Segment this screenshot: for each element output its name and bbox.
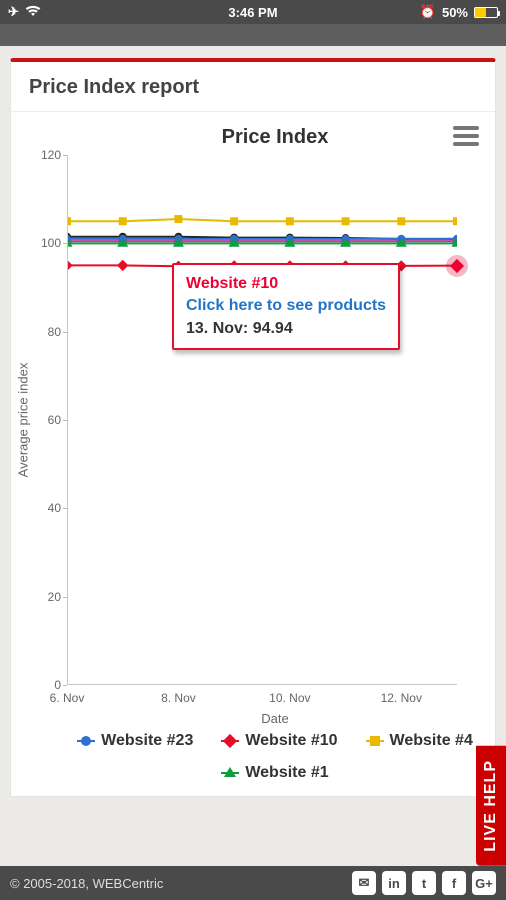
tooltip-products-link[interactable]: Click here to see products (186, 295, 386, 317)
chart-legend: Website #23 Website #10 Website #4 Website … (67, 726, 483, 782)
chart-title: Price Index (222, 126, 329, 149)
legend-label: Website #23 (101, 732, 193, 750)
y-tick (63, 508, 67, 509)
legend-item[interactable]: Website #4 (366, 732, 473, 750)
page-title: Price Index report (11, 62, 495, 112)
y-axis-title: Average price index (16, 363, 31, 478)
y-axis-line (67, 155, 68, 685)
y-tick-label: 40 (31, 501, 61, 515)
y-tick (63, 332, 67, 333)
ios-status-bar: ✈︎ 3:46 PM ⏰ 50% (0, 0, 506, 24)
battery-icon (474, 7, 498, 18)
linkedin-icon[interactable]: in (382, 871, 406, 895)
chart-hover-marker (446, 255, 468, 277)
email-icon[interactable]: ✉ (352, 871, 376, 895)
site-footer: © 2005-2018, WEBCentric ✉intfG+ (0, 866, 506, 900)
alarm-icon: ⏰ (420, 4, 436, 20)
y-tick-label: 120 (31, 148, 61, 162)
y-tick-label: 80 (31, 325, 61, 339)
x-tick-label: 12. Nov (381, 691, 422, 705)
x-axis-line (67, 684, 457, 685)
twitter-icon[interactable]: t (412, 871, 436, 895)
battery-percentage: 50% (442, 5, 468, 20)
y-tick-label: 0 (31, 678, 61, 692)
y-tick (63, 420, 67, 421)
googleplus-icon[interactable]: G+ (472, 871, 496, 895)
chart-container: Price Index Average price index Website … (11, 112, 495, 786)
legend-label: Website #10 (245, 732, 337, 750)
footer-copyright: © 2005-2018, WEBCentric (10, 876, 163, 891)
chart-plot-area[interactable]: Average price index Website #10 Click he… (67, 155, 457, 685)
x-axis-title: Date (67, 711, 483, 726)
legend-label: Website #1 (245, 764, 328, 782)
chart-series-svg (67, 155, 457, 685)
browser-nav-strip (0, 24, 506, 46)
legend-swatch (221, 772, 239, 774)
y-tick-label: 20 (31, 590, 61, 604)
y-tick-label: 60 (31, 413, 61, 427)
chart-tooltip[interactable]: Website #10 Click here to see products 1… (172, 263, 400, 350)
legend-swatch (221, 740, 239, 742)
facebook-icon[interactable]: f (442, 871, 466, 895)
x-tick-label: 10. Nov (269, 691, 310, 705)
y-tick (63, 685, 67, 686)
live-help-tab[interactable]: LIVE HELP (476, 746, 506, 866)
report-card: Price Index report Price Index Average p… (10, 58, 496, 797)
legend-swatch (77, 740, 95, 742)
page-body: Price Index report Price Index Average p… (0, 46, 506, 866)
legend-item[interactable]: Website #10 (221, 732, 337, 750)
legend-swatch (366, 740, 384, 742)
y-tick (63, 155, 67, 156)
tooltip-value: 13. Nov: 94.94 (186, 318, 386, 340)
tooltip-series-name: Website #10 (186, 273, 386, 295)
airplane-mode-icon: ✈︎ (8, 4, 19, 20)
chart-menu-icon[interactable] (447, 122, 479, 150)
y-tick-label: 100 (31, 236, 61, 250)
wifi-icon (25, 5, 41, 20)
x-tick-label: 6. Nov (50, 691, 85, 705)
legend-label: Website #4 (390, 732, 473, 750)
legend-item[interactable]: Website #23 (77, 732, 193, 750)
y-tick (63, 243, 67, 244)
y-tick (63, 597, 67, 598)
x-tick-label: 8. Nov (161, 691, 196, 705)
footer-social-icons: ✉intfG+ (352, 871, 496, 895)
legend-item[interactable]: Website #1 (221, 764, 328, 782)
